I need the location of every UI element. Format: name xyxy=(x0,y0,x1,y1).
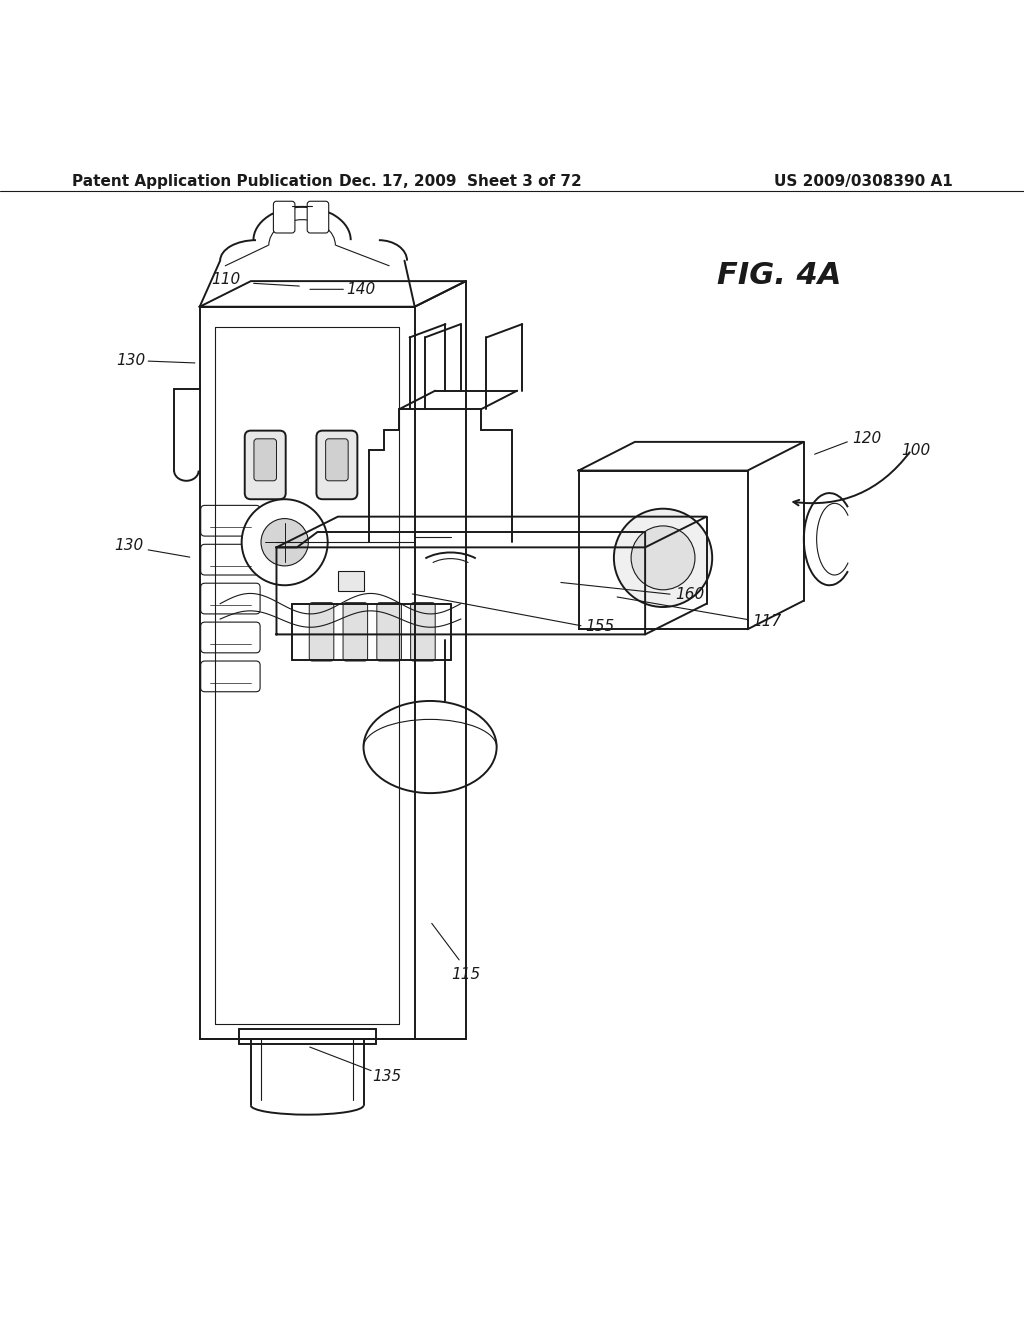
Text: FIG. 4A: FIG. 4A xyxy=(717,261,841,290)
Text: 130: 130 xyxy=(116,354,145,368)
FancyBboxPatch shape xyxy=(201,544,260,576)
Text: US 2009/0308390 A1: US 2009/0308390 A1 xyxy=(773,174,952,189)
FancyBboxPatch shape xyxy=(201,622,260,653)
Text: 140: 140 xyxy=(346,281,376,297)
FancyBboxPatch shape xyxy=(307,201,329,234)
Text: Dec. 17, 2009  Sheet 3 of 72: Dec. 17, 2009 Sheet 3 of 72 xyxy=(339,174,583,189)
FancyBboxPatch shape xyxy=(411,603,435,661)
FancyBboxPatch shape xyxy=(245,430,286,499)
Text: 100: 100 xyxy=(901,442,931,458)
Text: 135: 135 xyxy=(373,1069,401,1084)
Text: 115: 115 xyxy=(452,966,480,982)
FancyBboxPatch shape xyxy=(201,506,260,536)
FancyBboxPatch shape xyxy=(316,430,357,499)
FancyBboxPatch shape xyxy=(201,661,260,692)
Circle shape xyxy=(631,525,695,590)
Bar xyxy=(338,572,364,591)
Text: 117: 117 xyxy=(753,614,782,628)
Circle shape xyxy=(613,508,713,607)
Text: 110: 110 xyxy=(211,272,241,286)
Circle shape xyxy=(242,499,328,585)
FancyBboxPatch shape xyxy=(377,603,401,661)
FancyBboxPatch shape xyxy=(201,583,260,614)
FancyBboxPatch shape xyxy=(273,201,295,234)
Text: 120: 120 xyxy=(852,432,882,446)
Circle shape xyxy=(261,519,308,566)
FancyBboxPatch shape xyxy=(254,438,276,480)
Text: 160: 160 xyxy=(675,587,705,602)
Text: Patent Application Publication: Patent Application Publication xyxy=(72,174,333,189)
FancyBboxPatch shape xyxy=(343,603,368,661)
Text: 130: 130 xyxy=(114,537,143,553)
FancyBboxPatch shape xyxy=(326,438,348,480)
Text: 155: 155 xyxy=(586,619,615,634)
FancyBboxPatch shape xyxy=(309,603,334,661)
